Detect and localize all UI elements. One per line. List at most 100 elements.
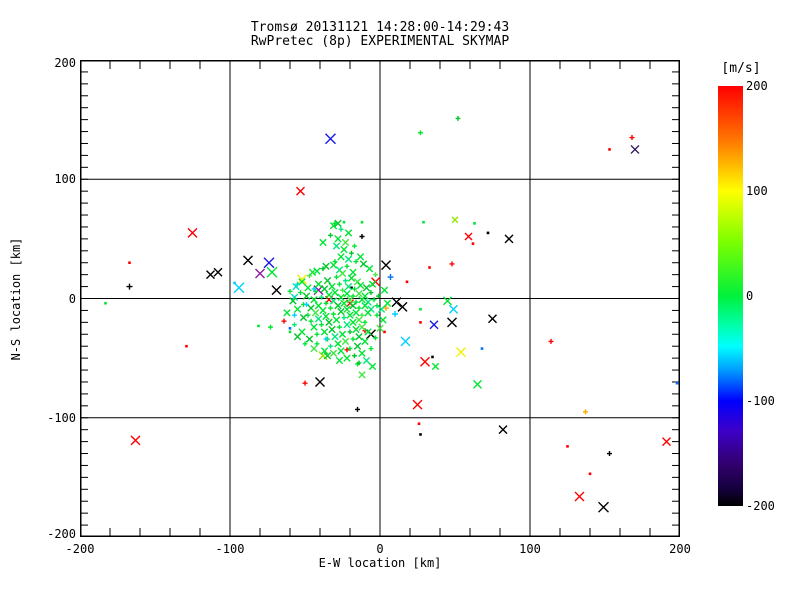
colorbar-tick-label: 100 bbox=[746, 184, 768, 198]
data-point bbox=[418, 130, 423, 136]
data-point bbox=[243, 255, 253, 266]
data-point bbox=[471, 242, 475, 245]
data-point bbox=[349, 250, 354, 256]
data-point bbox=[325, 133, 336, 145]
data-point bbox=[387, 274, 394, 281]
data-point bbox=[338, 330, 347, 338]
data-point bbox=[451, 216, 459, 224]
data-point bbox=[298, 290, 303, 295]
data-point bbox=[343, 290, 351, 298]
data-point bbox=[337, 281, 342, 287]
data-point bbox=[343, 321, 351, 329]
data-point bbox=[608, 148, 611, 151]
data-point bbox=[323, 300, 329, 306]
data-point bbox=[352, 286, 357, 292]
data-point bbox=[328, 325, 336, 334]
data-point bbox=[343, 278, 348, 284]
data-point bbox=[353, 342, 362, 350]
data-point bbox=[314, 331, 320, 337]
data-point bbox=[456, 347, 466, 358]
data-point bbox=[130, 435, 141, 446]
data-point bbox=[319, 306, 327, 315]
data-point bbox=[350, 336, 356, 342]
data-point bbox=[417, 422, 421, 426]
data-point bbox=[368, 280, 377, 288]
data-point bbox=[338, 226, 344, 232]
data-point bbox=[383, 299, 392, 307]
y-tick-label: 0 bbox=[68, 291, 76, 306]
data-point bbox=[337, 253, 345, 261]
data-point bbox=[128, 261, 131, 265]
colorbar-tick-label: -100 bbox=[746, 394, 775, 408]
data-point bbox=[356, 281, 365, 290]
data-point bbox=[356, 253, 365, 261]
data-point bbox=[302, 292, 311, 300]
data-point bbox=[583, 409, 588, 415]
data-point bbox=[346, 311, 354, 319]
data-point bbox=[297, 274, 307, 285]
data-point bbox=[283, 309, 291, 317]
data-point bbox=[206, 270, 215, 280]
data-point bbox=[322, 262, 330, 270]
data-point bbox=[334, 235, 342, 243]
data-point bbox=[368, 362, 377, 371]
data-point bbox=[328, 232, 333, 238]
data-point bbox=[374, 312, 380, 318]
data-point bbox=[447, 317, 457, 328]
data-point bbox=[233, 281, 236, 285]
data-point bbox=[337, 347, 345, 355]
plot-subtitle: RwPretec (8p) EXPERIMENTAL SKYMAP bbox=[250, 34, 510, 49]
data-point bbox=[344, 282, 353, 291]
data-point bbox=[358, 295, 366, 304]
data-point bbox=[332, 259, 338, 264]
data-point bbox=[347, 274, 356, 282]
data-point bbox=[498, 425, 508, 435]
data-point bbox=[308, 318, 314, 324]
data-point bbox=[319, 294, 324, 300]
data-point bbox=[344, 255, 353, 263]
data-point bbox=[349, 318, 357, 327]
data-point bbox=[104, 301, 107, 305]
data-point bbox=[187, 227, 198, 238]
data-point bbox=[373, 335, 378, 341]
data-point bbox=[346, 295, 354, 304]
data-point bbox=[428, 266, 431, 269]
data-point bbox=[292, 322, 297, 328]
data-point bbox=[355, 316, 363, 324]
data-point bbox=[311, 309, 320, 317]
data-point bbox=[352, 309, 360, 317]
data-point bbox=[504, 234, 514, 244]
data-point bbox=[391, 297, 402, 308]
data-point bbox=[379, 316, 387, 324]
x-tick-label: -200 bbox=[65, 542, 95, 556]
data-point bbox=[352, 325, 360, 334]
data-point bbox=[488, 314, 497, 324]
data-point bbox=[455, 116, 461, 121]
data-point bbox=[588, 472, 592, 476]
data-point bbox=[431, 355, 434, 359]
data-point bbox=[310, 344, 318, 353]
data-point bbox=[341, 337, 350, 346]
data-point bbox=[331, 288, 339, 297]
data-point bbox=[352, 243, 357, 249]
data-point bbox=[329, 349, 338, 358]
data-point bbox=[355, 332, 363, 341]
y-tick-label: 200 bbox=[54, 56, 76, 70]
data-point bbox=[405, 280, 409, 284]
data-point bbox=[281, 318, 287, 324]
data-point bbox=[675, 381, 679, 385]
y-tick-label: 100 bbox=[54, 172, 76, 187]
data-point bbox=[373, 272, 378, 278]
data-point bbox=[320, 347, 329, 355]
data-point bbox=[299, 313, 308, 322]
data-point bbox=[419, 321, 422, 324]
colorbar-tick-label: 0 bbox=[746, 289, 754, 303]
data-point bbox=[288, 327, 292, 330]
data-point bbox=[383, 305, 389, 312]
data-point bbox=[304, 284, 312, 292]
data-point bbox=[322, 312, 330, 321]
data-point bbox=[355, 290, 363, 298]
data-point bbox=[362, 284, 371, 292]
data-point bbox=[449, 304, 458, 314]
data-point bbox=[266, 266, 278, 278]
